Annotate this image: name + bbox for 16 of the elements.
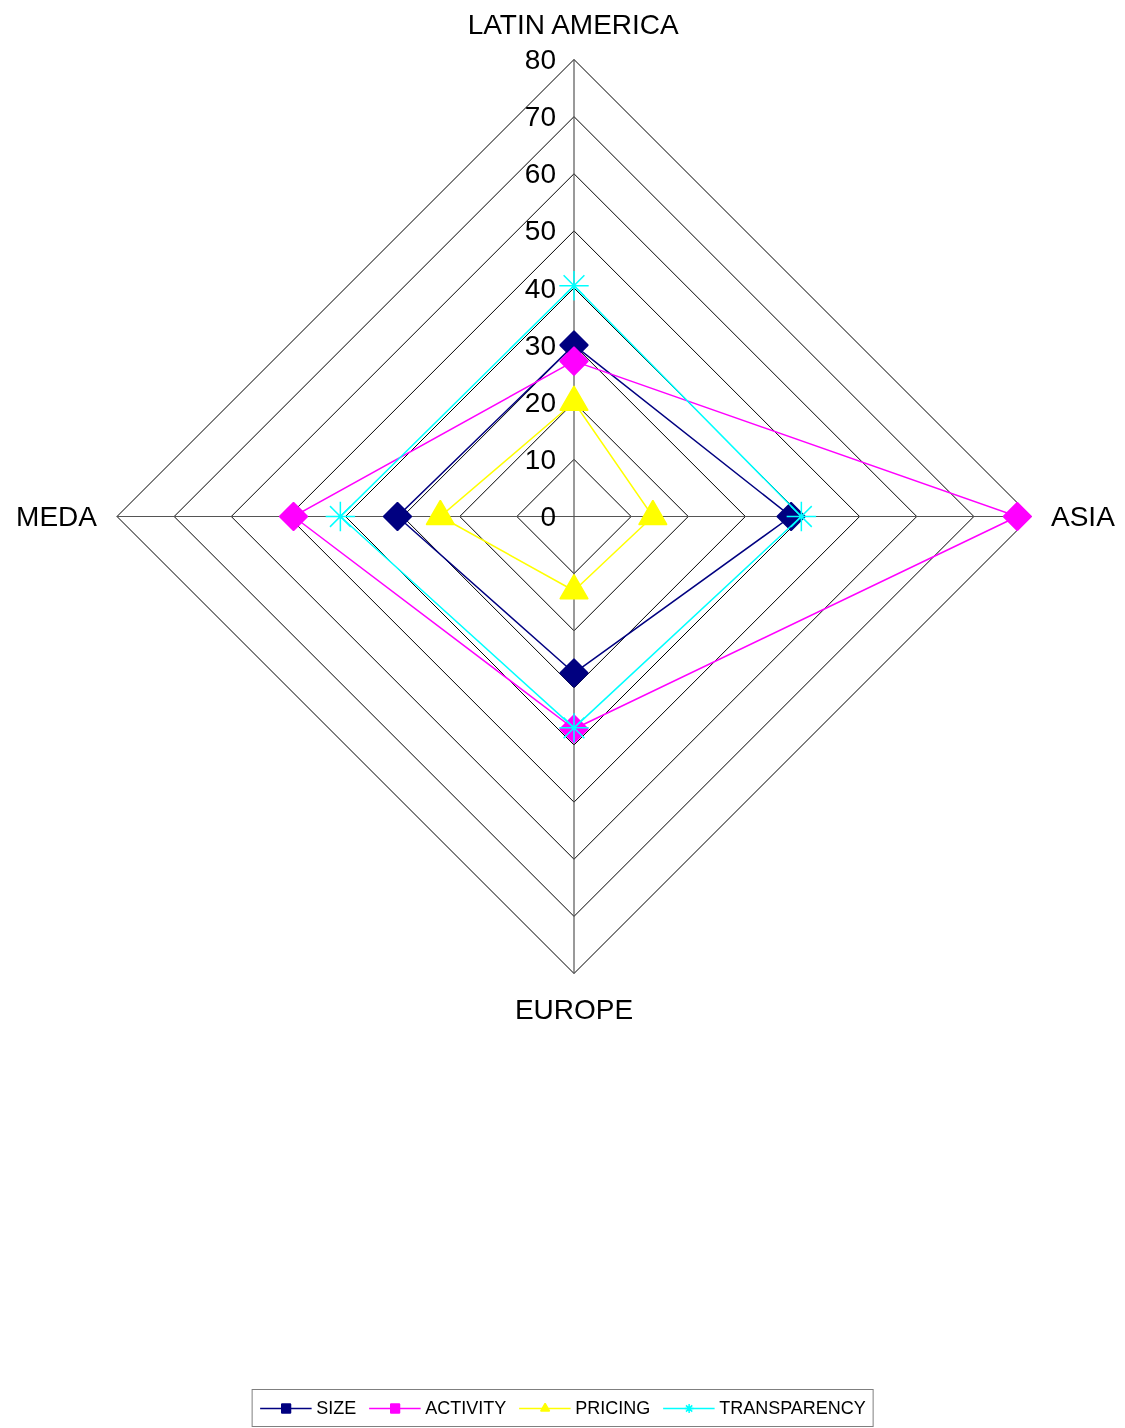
y-tick-label: 10 [524,443,557,475]
spoke-label: MEDA [16,501,98,532]
y-tick-label: 30 [524,329,557,361]
legend-label: ACTIVITY [425,1397,507,1419]
y-tick-label: 60 [524,158,557,190]
legend-label: TRANSPARENCY [719,1397,866,1419]
legend-label: PRICING [575,1397,651,1419]
y-tick-label: 40 [524,272,557,304]
y-tick-label: 20 [524,386,557,418]
y-tick-label: 80 [524,44,557,75]
y-tick-label: 50 [524,215,557,247]
spoke-label: EUROPE [514,993,634,1025]
spoke-label: LATIN AMERICA [467,8,680,40]
spoke-label: ASIA [1051,501,1116,532]
legend-label: SIZE [316,1397,357,1419]
y-tick-label: 70 [524,101,557,133]
